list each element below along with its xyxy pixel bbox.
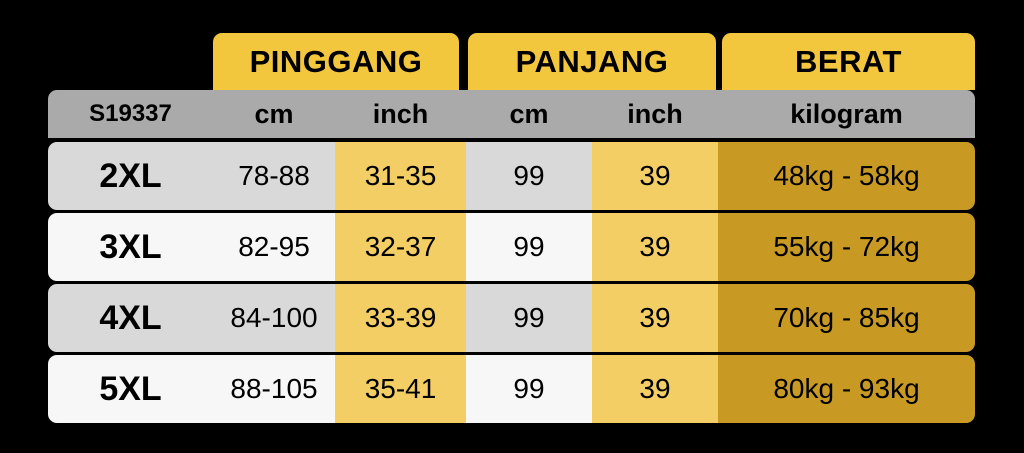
group-header-pinggang: PINGGANG <box>213 33 459 90</box>
unit-header-panjang-cm: cm <box>466 90 592 138</box>
cell-pinggang-cm: 88-105 <box>213 355 335 423</box>
cell-berat: 80kg - 93kg <box>718 355 975 423</box>
unit-header-panjang-inch: inch <box>592 90 718 138</box>
cell-pinggang-cm: 84-100 <box>213 284 335 352</box>
cell-panjang-inch: 39 <box>592 284 718 352</box>
cell-panjang-cm: 99 <box>466 213 592 281</box>
group-header-berat: BERAT <box>722 33 975 90</box>
product-code-cell: S19337 <box>48 90 213 138</box>
cell-berat: 55kg - 72kg <box>718 213 975 281</box>
group-header-panjang: PANJANG <box>468 33 716 90</box>
cell-panjang-inch: 39 <box>592 142 718 210</box>
row-size-label: 2XL <box>48 142 213 210</box>
table-row: 3XL 82-95 32-37 99 39 55kg - 72kg <box>48 213 975 281</box>
row-size-label: 3XL <box>48 213 213 281</box>
unit-header-pinggang-cm: cm <box>213 90 335 138</box>
unit-header-pinggang-inch: inch <box>335 90 466 138</box>
cell-berat: 48kg - 58kg <box>718 142 975 210</box>
table-row: 4XL 84-100 33-39 99 39 70kg - 85kg <box>48 284 975 352</box>
cell-pinggang-inch: 33-39 <box>335 284 466 352</box>
table-row: 2XL 78-88 31-35 99 39 48kg - 58kg <box>48 142 975 210</box>
cell-pinggang-cm: 82-95 <box>213 213 335 281</box>
cell-pinggang-inch: 31-35 <box>335 142 466 210</box>
table-row: 5XL 88-105 35-41 99 39 80kg - 93kg <box>48 355 975 423</box>
cell-panjang-cm: 99 <box>466 284 592 352</box>
cell-pinggang-cm: 78-88 <box>213 142 335 210</box>
cell-panjang-inch: 39 <box>592 355 718 423</box>
cell-panjang-cm: 99 <box>466 355 592 423</box>
cell-panjang-inch: 39 <box>592 213 718 281</box>
row-size-label: 4XL <box>48 284 213 352</box>
row-size-label: 5XL <box>48 355 213 423</box>
cell-pinggang-inch: 32-37 <box>335 213 466 281</box>
cell-pinggang-inch: 35-41 <box>335 355 466 423</box>
cell-panjang-cm: 99 <box>466 142 592 210</box>
unit-header-berat-kilogram: kilogram <box>718 90 975 138</box>
cell-berat: 70kg - 85kg <box>718 284 975 352</box>
